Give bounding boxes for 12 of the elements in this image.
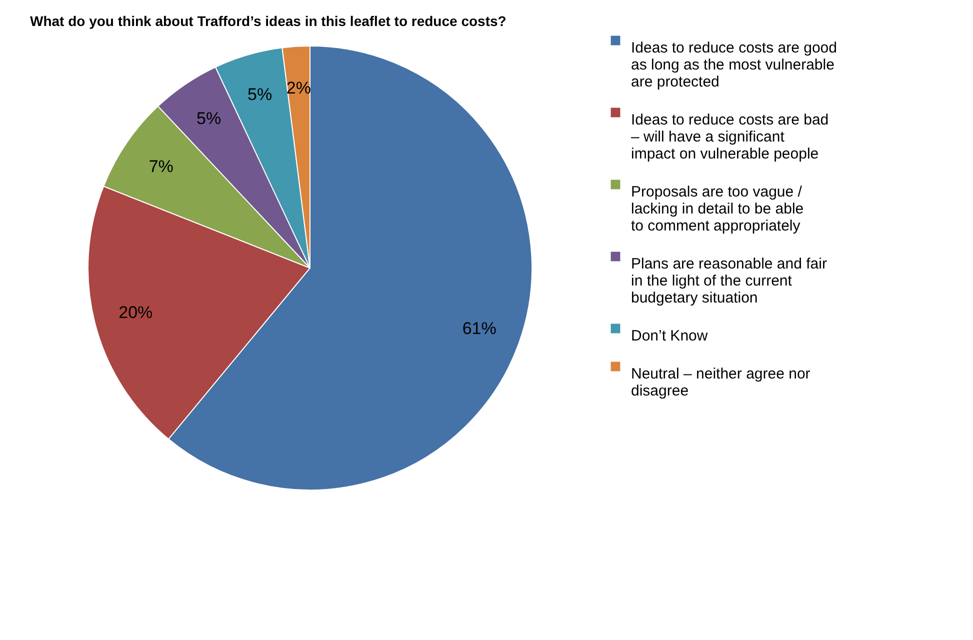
- legend-label: Proposals are too vague / lacking in detail to be able to comment appropriately: [631, 184, 804, 234]
- legend-label: Plans are reasonable and fair in the light of the current budgetary situation: [631, 256, 827, 306]
- data-label: 5%: [247, 85, 272, 104]
- legend-label: Ideas to reduce costs are good as long as the most vulnerable are protected: [631, 40, 837, 90]
- data-label: 7%: [148, 156, 174, 176]
- data-label: 61%: [462, 318, 496, 338]
- data-label: 5%: [196, 109, 222, 128]
- legend-label: Ideas to reduce costs are bad – will have a significant impact on vulnerable people: [631, 112, 829, 162]
- legend-label: Don’t Know: [631, 328, 708, 344]
- chart-title: What do you think about Trafford’s ideas in this leaflet to reduce costs?: [30, 13, 506, 29]
- legend-label: Neutral – neither agree nor disagree: [631, 366, 810, 400]
- data-label: 20%: [118, 302, 153, 322]
